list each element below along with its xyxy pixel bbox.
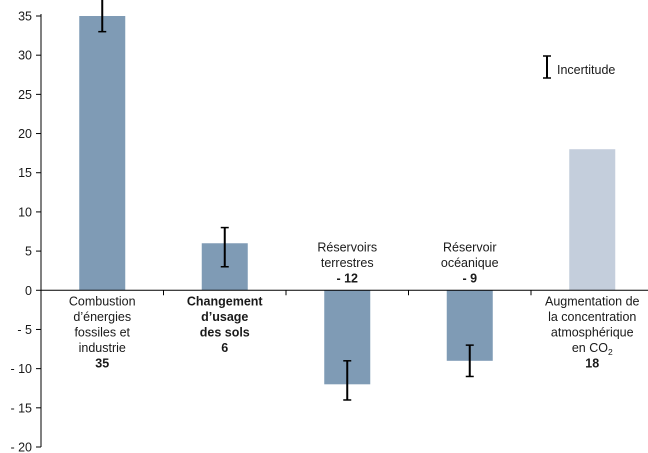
category-label-4-line-3: en CO2 (572, 341, 613, 357)
legend-label: Incertitude (557, 63, 615, 77)
y-tick-label-4: 15 (18, 166, 32, 180)
y-tick-label-9: - 10 (10, 362, 32, 376)
y-axis: 35 30 25 20 15 10 5 0 - 5 - 10 - 15 - 20 (10, 10, 42, 453)
y-tick-label-6: 5 (25, 245, 32, 259)
category-label-4-line-2: atmosphérique (551, 325, 634, 339)
y-tick-label-5: 10 (18, 205, 32, 219)
y-tick-label-1: 30 (18, 49, 32, 63)
value-label-0: 35 (95, 356, 109, 370)
category-label-0-line-3: industrie (79, 341, 126, 355)
bars (79, 0, 616, 401)
category-label-3-line-1: océanique (441, 256, 499, 270)
category-label-1-line-0: Changement (187, 294, 264, 308)
category-label-4-co: en CO (572, 341, 608, 355)
x-axis (41, 289, 648, 296)
value-label-3: - 9 (462, 271, 477, 285)
category-label-4-subscript: 2 (608, 347, 613, 357)
y-tick-label-7: 0 (25, 284, 32, 298)
y-tick-label-0: 35 (18, 10, 32, 24)
category-label-0-line-0: Combustion (69, 294, 136, 308)
category-label-2-line-1: terrestres (321, 256, 374, 270)
value-label-1: 6 (221, 341, 228, 355)
category-label-0-line-2: fossiles et (74, 325, 130, 339)
value-label-4: 18 (585, 356, 599, 370)
y-tick-label-11: - 20 (10, 441, 32, 453)
category-label-3-line-0: Réservoir (443, 240, 497, 254)
category-label-4-line-0: Augmentation de (545, 294, 640, 308)
category-label-1-line-1: d’usage (201, 310, 248, 324)
category-label-0-line-1: d’énergies (73, 310, 131, 324)
y-tick-label-2: 25 (18, 88, 32, 102)
y-tick-label-8: - 5 (17, 323, 32, 337)
bar-0 (79, 16, 126, 291)
category-label-1-line-2: des sols (200, 325, 250, 339)
legend: Incertitude (543, 55, 615, 79)
bar-4 (569, 149, 616, 291)
y-tick-label-3: 20 (18, 127, 32, 141)
y-tick-label-10: - 15 (10, 401, 32, 415)
value-label-2: - 12 (336, 271, 358, 285)
category-label-2-line-0: Réservoirs (317, 240, 377, 254)
category-label-4-line-1: la concentration (548, 310, 636, 324)
